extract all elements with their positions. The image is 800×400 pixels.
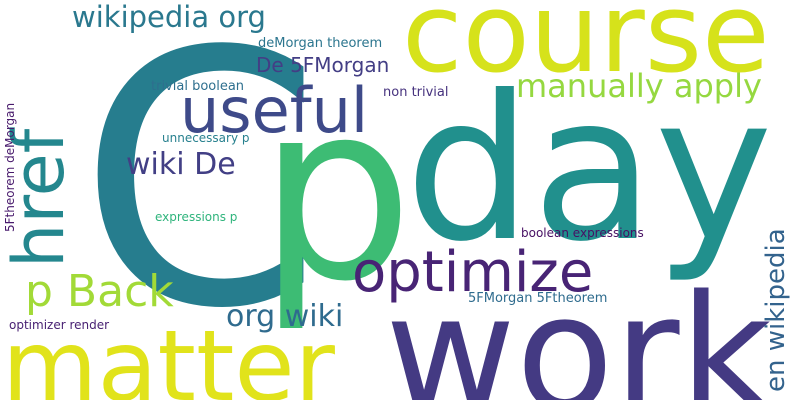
- word-wikipedia-org: wikipedia org: [72, 0, 266, 34]
- word-optimizer-render: optimizer render: [9, 318, 110, 332]
- word-boolean-expressions: boolean expressions: [521, 226, 644, 240]
- word-en-wikipedia: en wikipedia: [761, 228, 791, 392]
- word-day: day: [405, 53, 773, 286]
- word-manually-apply: manually apply: [516, 67, 762, 105]
- word-c: C: [78, 0, 323, 385]
- word-demorgan-theorem: deMorgan theorem: [258, 36, 383, 51]
- word-org-wiki: org wiki: [226, 299, 344, 334]
- word-work: work: [385, 260, 773, 400]
- word-useful: useful: [180, 74, 369, 147]
- word-course: course: [402, 0, 770, 97]
- word-de-5fmorgan: De 5FMorgan: [256, 53, 390, 77]
- word-expressions-p: expressions p: [155, 210, 238, 224]
- word-5fmorgan-5ftheorem: 5FMorgan 5Ftheorem: [468, 291, 608, 306]
- word-matter: matter: [2, 310, 335, 400]
- word-p-back: p Back: [25, 266, 174, 317]
- word-trivial-boolean: trivial boolean: [151, 79, 245, 94]
- word-wiki-de: wiki De: [126, 147, 236, 182]
- word-non-trivial: non trivial: [383, 85, 449, 100]
- word-p: p: [258, 50, 414, 335]
- word-optimize: optimize: [352, 240, 594, 305]
- word-5ftheorem-demorgan: 5Ftheorem deMorgan: [3, 102, 17, 232]
- word-unnecessary-p: unnecessary p: [162, 131, 250, 145]
